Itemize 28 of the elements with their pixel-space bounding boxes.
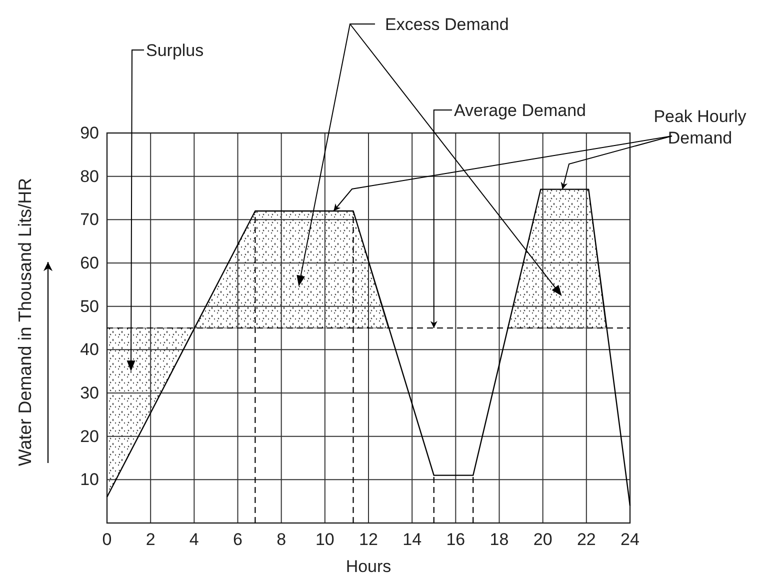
x-tick-label: 24 [620, 530, 640, 550]
x-axis-title: Hours [346, 557, 392, 576]
y-tick-label: 20 [80, 426, 99, 446]
y-tick-label: 90 [80, 123, 99, 142]
x-tick-label: 14 [402, 530, 422, 550]
y-axis-title: Water Demand in Thousand Lits/HR [15, 178, 35, 466]
x-tick-label: 0 [102, 530, 112, 550]
text: Excess Demand [385, 14, 509, 34]
x-tick-label: 2 [146, 530, 156, 550]
y-tick-label: 80 [80, 166, 99, 186]
x-tick-label: 18 [490, 530, 509, 550]
text: Surplus [146, 40, 204, 60]
x-tick-label: 16 [446, 530, 466, 550]
x-tick-label: 4 [189, 530, 199, 550]
x-tick-label: 20 [533, 530, 552, 550]
y-tick-label: 60 [80, 253, 99, 272]
x-tick-label: 6 [233, 530, 242, 550]
y-tick-label: 50 [80, 296, 99, 316]
y-tick-label: 70 [80, 210, 99, 230]
y-tick-label: 30 [80, 383, 99, 402]
x-tick-label: 12 [359, 530, 378, 550]
x-tick-label: 10 [315, 530, 334, 550]
annotation: Peak Hourly Demand [654, 107, 747, 148]
ref-line-label: Average Demand [454, 100, 586, 120]
x-tick-label: 22 [576, 530, 596, 550]
x-tick-label: 8 [276, 530, 286, 550]
y-tick-label: 40 [80, 340, 99, 360]
y-tick-label: 10 [80, 470, 99, 490]
